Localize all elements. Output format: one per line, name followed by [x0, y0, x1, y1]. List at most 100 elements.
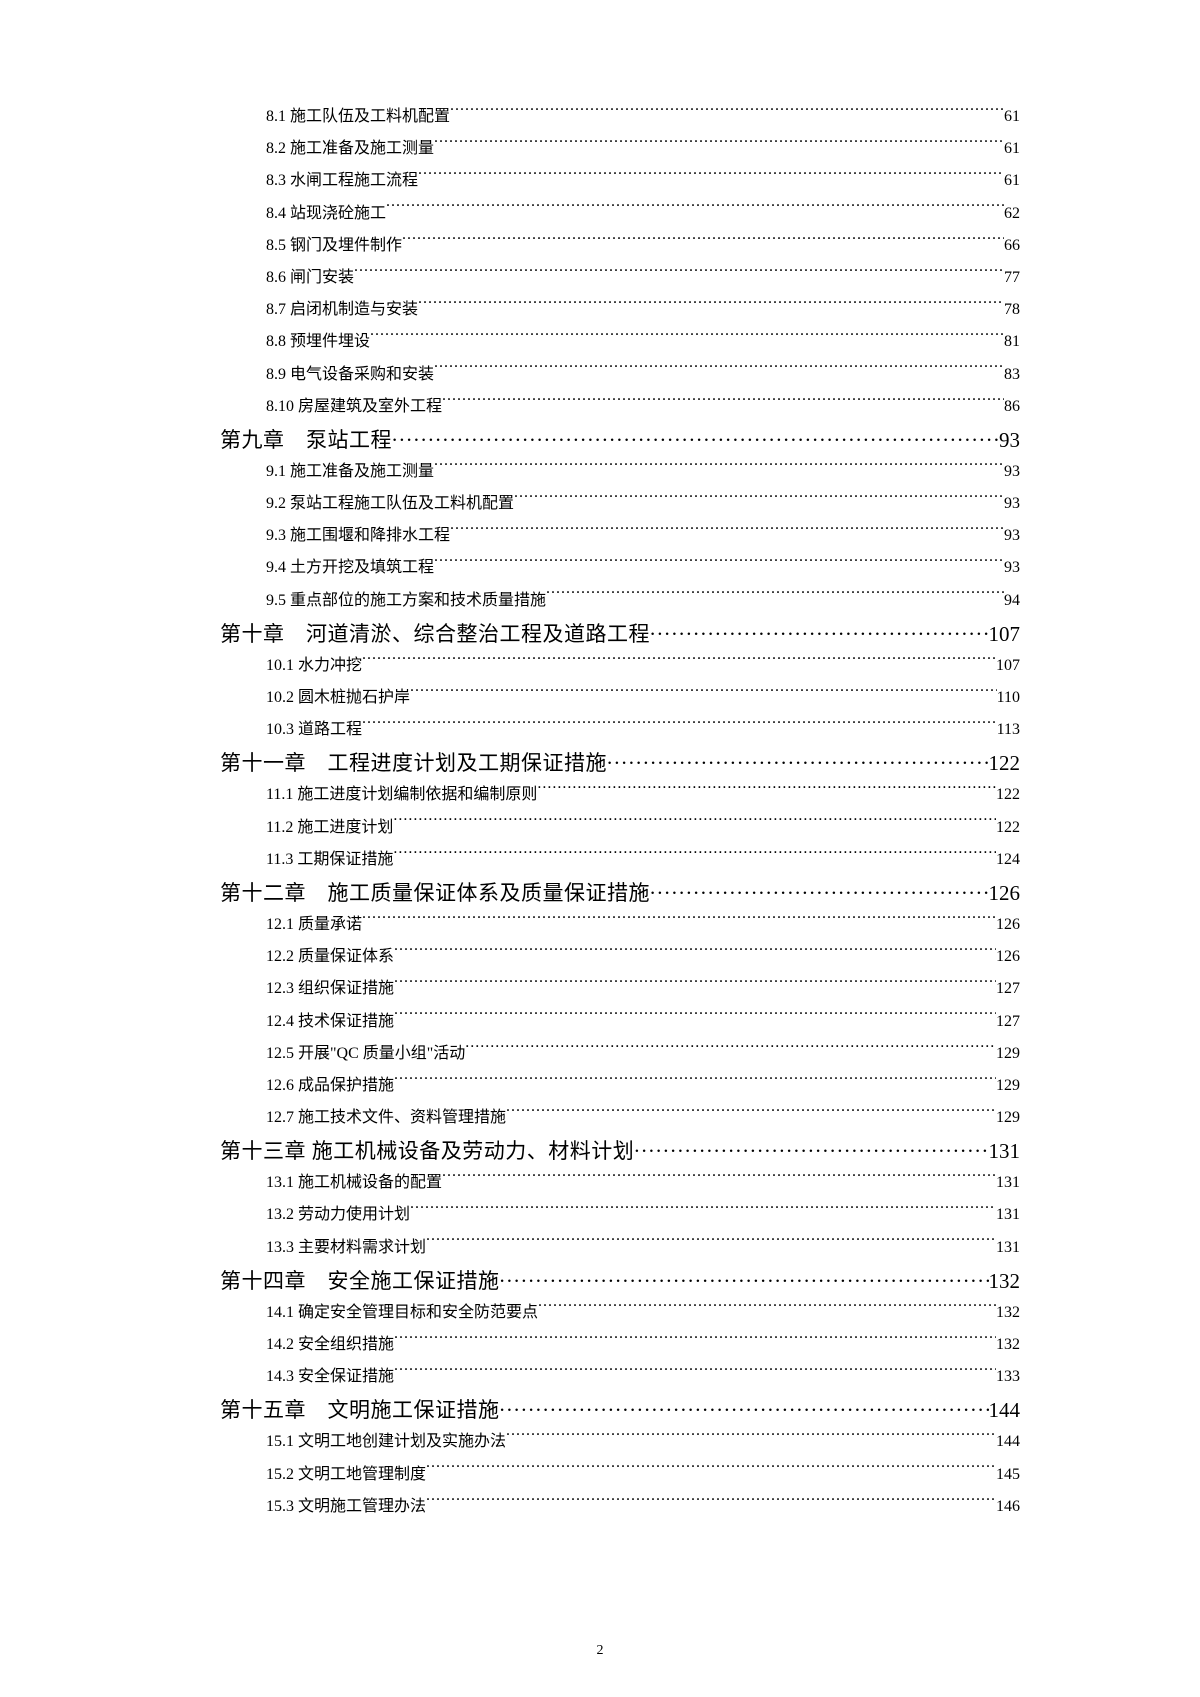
- toc-entry: 第十三章 施工机械设备及劳动力、材料计划131: [220, 1135, 1020, 1165]
- toc-entry-title: 第九章 泵站工程: [220, 424, 392, 454]
- toc-entry-title: 12.7 施工技术文件、资料管理措施: [266, 1102, 506, 1133]
- toc-entry-title: 9.5 重点部位的施工方案和技术质量措施: [266, 585, 546, 616]
- toc-entry-title: 第十章 河道清淤、综合整治工程及道路工程: [220, 618, 650, 648]
- toc-leader-dots: [500, 1267, 989, 1288]
- toc-entry-page: 93: [1004, 488, 1020, 519]
- toc-entry: 15.2 文明工地管理制度145: [220, 1459, 1020, 1490]
- toc-entry-title: 8.2 施工准备及施工测量: [266, 133, 434, 164]
- toc-entry: 10.3 道路工程113: [220, 714, 1020, 745]
- toc-entry-page: 131: [996, 1232, 1020, 1263]
- toc-leader-dots: [514, 492, 1004, 508]
- toc-entry-title: 9.4 土方开挖及填筑工程: [266, 552, 434, 583]
- toc-leader-dots: [393, 848, 996, 864]
- toc-leader-dots: [434, 363, 1004, 379]
- toc-entry: 第十二章 施工质量保证体系及质量保证措施126: [220, 877, 1020, 907]
- toc-entry-title: 12.1 质量承诺: [266, 909, 362, 940]
- toc-entry: 15.3 文明施工管理办法 146: [220, 1491, 1020, 1522]
- toc-entry-title: 9.3 施工围堰和降排水工程: [266, 520, 450, 551]
- toc-entry: 14.1 确定安全管理目标和安全防范要点132: [220, 1297, 1020, 1328]
- toc-entry-page: 61: [1004, 165, 1020, 196]
- toc-entry-page: 126: [996, 941, 1020, 972]
- toc-leader-dots: [546, 589, 1004, 605]
- toc-entry-title: 9.1 施工准备及施工测量: [266, 456, 434, 487]
- toc-entry-title: 10.1 水力冲挖: [266, 650, 362, 681]
- toc-entry-page: 145: [996, 1459, 1020, 1490]
- toc-leader-dots: [394, 977, 996, 993]
- toc-entry-title: 8.8 预埋件埋设: [266, 326, 370, 357]
- toc-entry-title: 15.1 文明工地创建计划及实施办法: [266, 1426, 506, 1457]
- toc-entry-page: 93: [999, 428, 1020, 453]
- toc-leader-dots: [426, 1495, 996, 1511]
- toc-entry-title: 12.6 成品保护措施: [266, 1070, 394, 1101]
- toc-entry-page: 93: [1004, 520, 1020, 551]
- toc-entry: 12.1 质量承诺126: [220, 909, 1020, 940]
- toc-entry: 8.5 钢门及埋件制作66: [220, 230, 1020, 261]
- toc-entry-title: 第十五章 文明施工保证措施: [220, 1394, 500, 1424]
- toc-entry-page: 146: [996, 1491, 1020, 1522]
- page-number-footer: 2: [0, 1643, 1200, 1659]
- toc-leader-dots: [426, 1236, 996, 1252]
- toc-entry: 12.6 成品保护措施129: [220, 1070, 1020, 1101]
- toc-entry-page: 113: [997, 714, 1020, 745]
- toc-leader-dots: [393, 816, 996, 832]
- toc-entry: 11.1 施工进度计划编制依据和编制原则122: [220, 779, 1020, 810]
- toc-entry: 8.2 施工准备及施工测量61: [220, 133, 1020, 164]
- toc-entry-page: 144: [989, 1398, 1021, 1423]
- toc-entry: 11.2 施工进度计划122: [220, 812, 1020, 843]
- toc-leader-dots: [442, 395, 1004, 411]
- toc-entry: 第十章 河道清淤、综合整治工程及道路工程 107: [220, 618, 1020, 648]
- toc-entry-title: 12.4 技术保证措施: [266, 1006, 394, 1037]
- toc-leader-dots: [434, 556, 1004, 572]
- toc-entry-title: 第十二章 施工质量保证体系及质量保证措施: [220, 877, 650, 907]
- toc-leader-dots: [426, 1463, 996, 1479]
- toc-entry: 9.3 施工围堰和降排水工程 93: [220, 520, 1020, 551]
- toc-entry-title: 8.1 施工队伍及工料机配置: [266, 101, 450, 132]
- toc-entry: 14.3 安全保证措施133: [220, 1361, 1020, 1392]
- toc-leader-dots: [634, 1137, 988, 1158]
- toc-entry-title: 13.1 施工机械设备的配置: [266, 1167, 442, 1198]
- toc-leader-dots: [506, 1430, 996, 1446]
- toc-entry-page: 78: [1004, 294, 1020, 325]
- toc-entry: 10.2 圆木桩抛石护岸110: [220, 682, 1020, 713]
- toc-entry-page: 133: [996, 1361, 1020, 1392]
- toc-entry-page: 127: [996, 973, 1020, 1004]
- toc-entry-page: 144: [996, 1426, 1020, 1457]
- toc-leader-dots: [394, 1333, 996, 1349]
- toc-entry-page: 131: [996, 1167, 1020, 1198]
- toc-entry-title: 第十三章 施工机械设备及劳动力、材料计划: [220, 1135, 634, 1165]
- toc-entry-title: 12.2 质量保证体系: [266, 941, 394, 972]
- toc-entry-title: 10.2 圆木桩抛石护岸: [266, 682, 410, 713]
- toc-leader-dots: [394, 1365, 996, 1381]
- toc-entry: 8.9 电气设备采购和安装83: [220, 359, 1020, 390]
- table-of-contents: 8.1 施工队伍及工料机配置618.2 施工准备及施工测量618.3 水闸工程施…: [220, 101, 1020, 1522]
- toc-entry: 13.1 施工机械设备的配置 131: [220, 1167, 1020, 1198]
- toc-entry-page: 81: [1004, 326, 1020, 357]
- toc-leader-dots: [392, 426, 999, 447]
- toc-entry-page: 107: [989, 622, 1021, 647]
- toc-entry-page: 122: [996, 812, 1020, 843]
- toc-entry-title: 12.3 组织保证措施: [266, 973, 394, 1004]
- toc-leader-dots: [394, 1010, 996, 1026]
- toc-entry-page: 83: [1004, 359, 1020, 390]
- toc-entry-page: 132: [996, 1329, 1020, 1360]
- toc-entry: 8.6 闸门安装77: [220, 262, 1020, 293]
- toc-entry: 第十四章 安全施工保证措施132: [220, 1265, 1020, 1295]
- toc-entry-title: 14.1 确定安全管理目标和安全防范要点: [266, 1297, 538, 1328]
- toc-entry-title: 15.3 文明施工管理办法: [266, 1491, 426, 1522]
- toc-entry-title: 8.4 站现浇砼施工: [266, 198, 386, 229]
- toc-entry-title: 9.2 泵站工程施工队伍及工料机配置: [266, 488, 514, 519]
- toc-entry: 9.4 土方开挖及填筑工程 93: [220, 552, 1020, 583]
- toc-entry-title: 8.10 房屋建筑及室外工程: [266, 391, 442, 422]
- toc-entry: 9.1 施工准备及施工测量93: [220, 456, 1020, 487]
- toc-entry-page: 127: [996, 1006, 1020, 1037]
- toc-leader-dots: [650, 879, 989, 900]
- toc-leader-dots: [418, 298, 1004, 314]
- toc-entry: 8.1 施工队伍及工料机配置61: [220, 101, 1020, 132]
- toc-entry-page: 93: [1004, 552, 1020, 583]
- toc-entry-page: 77: [1004, 262, 1020, 293]
- toc-entry: 第九章 泵站工程 93: [220, 424, 1020, 454]
- toc-entry-page: 107: [996, 650, 1020, 681]
- toc-entry: 12.4 技术保证措施 127: [220, 1006, 1020, 1037]
- toc-leader-dots: [362, 718, 997, 734]
- toc-entry-title: 11.1 施工进度计划编制依据和编制原则: [266, 779, 537, 810]
